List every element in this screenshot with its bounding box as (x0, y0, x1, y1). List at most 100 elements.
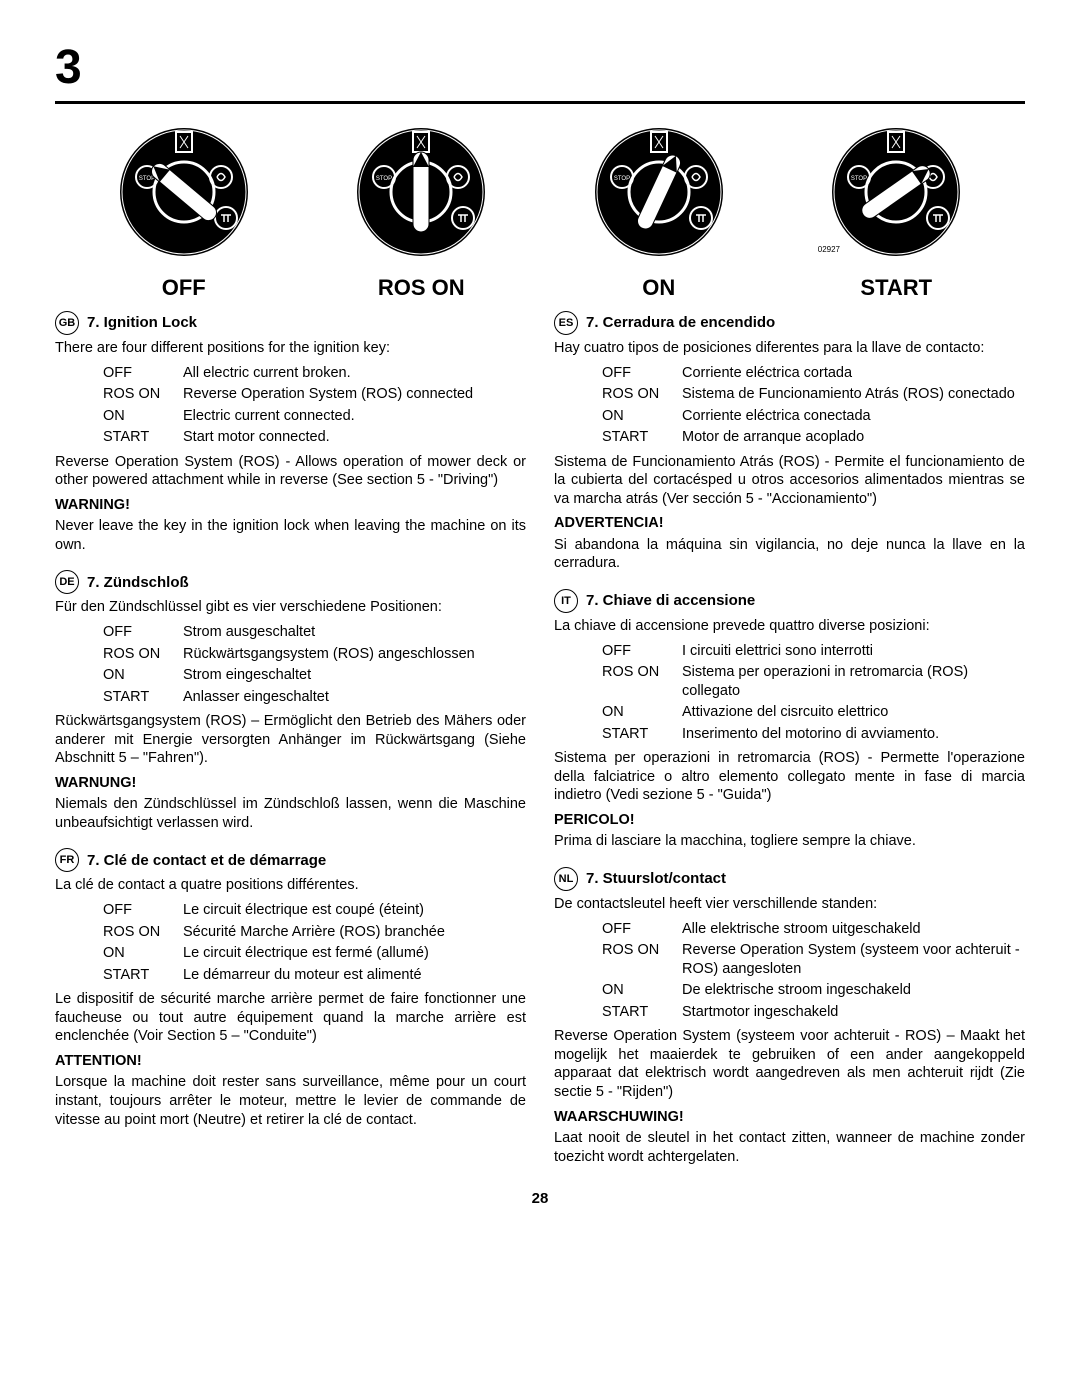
svg-text:STOP: STOP (139, 176, 155, 182)
position-desc: Inserimento del motorino di avviamento. (682, 725, 1025, 744)
position-desc: Anlasser eingeschaltet (183, 688, 526, 707)
position-desc: Le circuit électrique est fermé (allumé) (183, 944, 526, 963)
warning-heading: ATTENTION! (55, 1052, 526, 1071)
lang-section-gb: GB7. Ignition LockThere are four differe… (55, 311, 526, 554)
position-desc: Rückwärtsgangsystem (ROS) angeschlossen (183, 645, 526, 664)
dial-label: Ros On (313, 275, 531, 301)
list-item: ONAttivazione del cisrcuito elettrico (602, 703, 1025, 722)
position-desc: Le démarreur du moteur est alimenté (183, 966, 526, 985)
position-desc: Strom eingeschaltet (183, 666, 526, 685)
position-key: ON (602, 407, 682, 426)
section-title: 7. Ignition Lock (87, 313, 197, 332)
list-item: OFFCorriente eléctrica cortada (602, 364, 1025, 383)
body-text: Reverse Operation System (ROS) - Allows … (55, 453, 526, 490)
list-item: ONElectric current connected. (103, 407, 526, 426)
warning-text: Niemals den Zündschlüssel im Zündschloß … (55, 795, 526, 832)
dial-on: STOP On (550, 122, 768, 301)
position-list: OFFAll electric current broken.ROS ONRev… (103, 364, 526, 447)
page-number: 28 (55, 1190, 1025, 1207)
list-item: OFFLe circuit électrique est coupé (étei… (103, 901, 526, 920)
position-key: ON (602, 981, 682, 1000)
position-desc: Corriente eléctrica cortada (682, 364, 1025, 383)
position-desc: Reverse Operation System (systeem voor a… (682, 941, 1025, 978)
section-number: 3 (55, 40, 1025, 95)
svg-text:STOP: STOP (376, 176, 392, 182)
warning-heading: WARNUNG! (55, 774, 526, 793)
lang-badge: FR (55, 848, 79, 872)
position-desc: Corriente eléctrica conectada (682, 407, 1025, 426)
list-item: ROS ONReverse Operation System (systeem … (602, 941, 1025, 978)
section-title: 7. Stuurslot/contact (586, 869, 726, 888)
dial-label: On (550, 275, 768, 301)
list-item: ONLe circuit électrique est fermé (allum… (103, 944, 526, 963)
dial-icon-roson: STOP (351, 122, 491, 262)
dial-off: STOP Off (75, 122, 293, 301)
warning-text: Lorsque la machine doit rester sans surv… (55, 1073, 526, 1129)
warning-heading: ADVERTENCIA! (554, 514, 1025, 533)
position-key: OFF (602, 642, 682, 661)
warning-text: Si abandona la máquina sin vigilancia, n… (554, 536, 1025, 573)
position-key: OFF (103, 364, 183, 383)
lang-badge: IT (554, 589, 578, 613)
position-key: START (103, 966, 183, 985)
position-desc: Sistema de Funcionamiento Atrás (ROS) co… (682, 385, 1025, 404)
dial-icon-off: STOP (114, 122, 254, 262)
position-key: ROS ON (103, 385, 183, 404)
position-list: OFFLe circuit électrique est coupé (étei… (103, 901, 526, 984)
position-key: ROS ON (103, 923, 183, 942)
position-desc: Sécurité Marche Arrière (ROS) branchée (183, 923, 526, 942)
position-desc: Attivazione del cisrcuito elettrico (682, 703, 1025, 722)
position-desc: Alle elektrische stroom uitgeschakeld (682, 920, 1025, 939)
list-item: OFFAlle elektrische stroom uitgeschakeld (602, 920, 1025, 939)
position-key: ROS ON (602, 385, 682, 404)
position-desc: Startmotor ingeschakeld (682, 1003, 1025, 1022)
dial-label: Off (75, 275, 293, 301)
list-item: ROS ONRückwärtsgangsystem (ROS) angeschl… (103, 645, 526, 664)
warning-heading: WARNING! (55, 496, 526, 515)
body-text: Sistema per operazioni in retromarcia (R… (554, 749, 1025, 805)
lang-badge: NL (554, 867, 578, 891)
left-column: GB7. Ignition LockThere are four differe… (55, 311, 526, 1182)
dial-roson: STOP Ros On (313, 122, 531, 301)
lang-section-it: IT 7. Chiave di accensione La chiave di ac… (554, 589, 1025, 851)
list-item: ROS ONSistema de Funcionamiento Atrás (R… (602, 385, 1025, 404)
position-desc: De elektrische stroom ingeschakeld (682, 981, 1025, 1000)
right-column: ES7. Cerradura de encendidoHay cuatro ti… (554, 311, 1025, 1182)
dial-icon-start: STOP (826, 122, 966, 262)
position-key: ROS ON (602, 941, 682, 978)
divider (55, 101, 1025, 104)
position-key: OFF (602, 920, 682, 939)
warning-heading: PERICOLO! (554, 811, 1025, 830)
position-key: OFF (103, 623, 183, 642)
position-key: ON (602, 703, 682, 722)
position-key: ROS ON (602, 663, 682, 700)
list-item: OFFStrom ausgeschaltet (103, 623, 526, 642)
position-list: OFFAlle elektrische stroom uitgeschakeld… (602, 920, 1025, 1022)
list-item: OFFAll electric current broken. (103, 364, 526, 383)
position-desc: Strom ausgeschaltet (183, 623, 526, 642)
section-title: 7. Chiave di accensione (586, 591, 755, 610)
dial-start: STOP Start (788, 122, 1006, 301)
list-item: ONCorriente eléctrica conectada (602, 407, 1025, 426)
intro-text: La chiave di accensione prevede quattro … (554, 617, 1025, 636)
position-list: OFFI circuiti elettrici sono interrotti R… (602, 642, 1025, 744)
part-number: 02927 (818, 245, 840, 254)
intro-text: La clé de contact a quatre positions dif… (55, 876, 526, 895)
position-list: OFFCorriente eléctrica cortadaROS ONSist… (602, 364, 1025, 447)
svg-text:STOP: STOP (851, 176, 867, 182)
position-desc: Le circuit électrique est coupé (éteint) (183, 901, 526, 920)
columns: GB7. Ignition LockThere are four differe… (55, 311, 1025, 1182)
list-item: OFFI circuiti elettrici sono interrotti (602, 642, 1025, 661)
position-desc: Electric current connected. (183, 407, 526, 426)
position-key: ON (103, 407, 183, 426)
position-key: OFF (602, 364, 682, 383)
position-key: START (103, 688, 183, 707)
lang-section-de: DE7. ZündschloßFür den Zündschlüssel gib… (55, 570, 526, 832)
position-desc: All electric current broken. (183, 364, 526, 383)
position-key: START (103, 428, 183, 447)
svg-text:STOP: STOP (614, 176, 630, 182)
intro-text: Hay cuatro tipos de posiciones diferente… (554, 339, 1025, 358)
warning-text: Never leave the key in the ignition lock… (55, 517, 526, 554)
intro-text: De contactsleutel heeft vier verschillen… (554, 895, 1025, 914)
lang-section-nl: NL 7. Stuurslot/contact De contactsleutel … (554, 867, 1025, 1166)
